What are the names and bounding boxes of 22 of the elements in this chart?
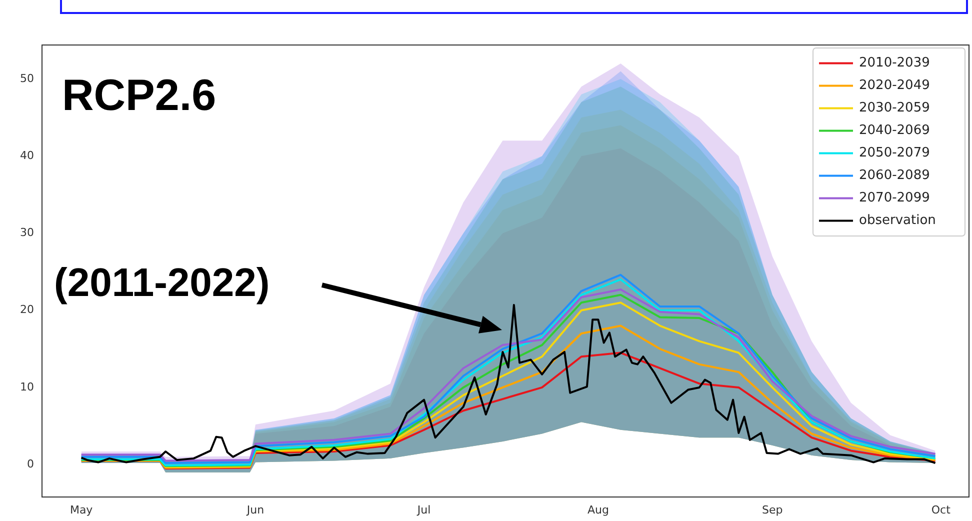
x-tick-label: Aug — [587, 503, 609, 516]
y-tick-label: 10 — [20, 380, 34, 394]
x-tick-label: Oct — [931, 503, 952, 516]
legend-label: 2070-2099 — [859, 190, 930, 206]
legend-label: observation — [859, 213, 936, 228]
x-tick-label: Sep — [762, 503, 783, 516]
legend-label: 2060-2089 — [859, 168, 930, 184]
legend-label: 2010-2039 — [859, 56, 930, 71]
y-tick-label: 30 — [20, 226, 34, 240]
y-tick-label: 0 — [27, 457, 34, 470]
y-tick-label: 50 — [20, 72, 34, 85]
annotation: RCP2.6 — [62, 71, 216, 120]
legend-label: 2020-2049 — [859, 78, 930, 94]
x-tick-label: Jul — [416, 503, 431, 516]
x-tick-label: May — [70, 503, 94, 516]
legend-label: 2040-2069 — [859, 123, 930, 138]
x-tick-label: Jun — [246, 503, 264, 516]
y-tick-label: 20 — [20, 303, 34, 316]
legend-label: 2030-2059 — [859, 100, 930, 116]
legend-label: 2050-2079 — [859, 146, 930, 161]
annotation: (2011-2022) — [54, 261, 270, 306]
y-tick-label: 40 — [20, 148, 34, 162]
